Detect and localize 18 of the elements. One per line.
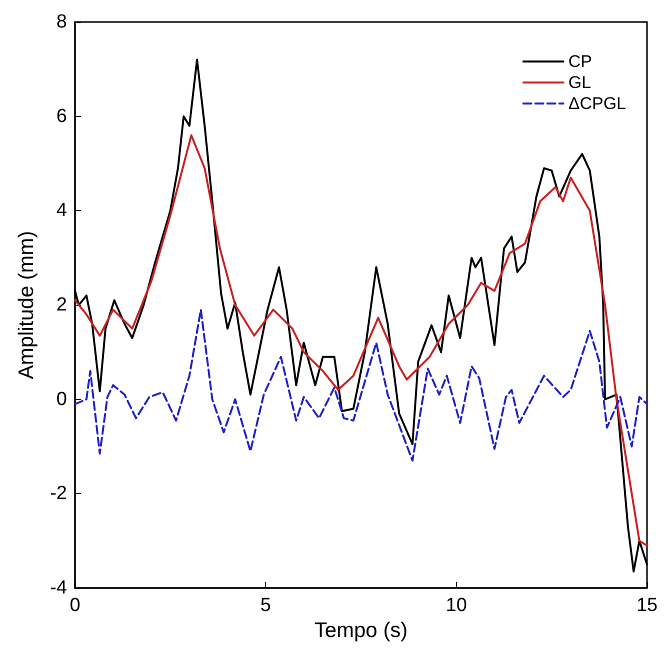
y-tick-label: -4 bbox=[50, 578, 68, 598]
y-tick-label: 2 bbox=[56, 294, 67, 316]
line-series bbox=[74, 308, 648, 462]
y-axis-title: Amplitude (mm) bbox=[15, 230, 38, 380]
x-tick-label: 10 bbox=[446, 595, 467, 616]
legend-label: GL bbox=[568, 73, 592, 92]
x-tick-label: 0 bbox=[70, 595, 80, 616]
x-tick-label: 15 bbox=[636, 595, 658, 616]
x-tick-label: 5 bbox=[260, 595, 271, 616]
y-tick-label: 8 bbox=[56, 12, 67, 32]
line-series bbox=[74, 134, 648, 547]
y-tick-label: -2 bbox=[50, 483, 67, 504]
y-tick-label: 4 bbox=[56, 200, 68, 222]
legend-label: CP bbox=[568, 52, 592, 71]
y-tick-label: 0 bbox=[56, 388, 67, 410]
legend-label: ΔCPGL bbox=[568, 94, 626, 113]
x-axis-title: Tempo (s) bbox=[314, 619, 408, 642]
y-tick-label: 6 bbox=[56, 106, 67, 127]
